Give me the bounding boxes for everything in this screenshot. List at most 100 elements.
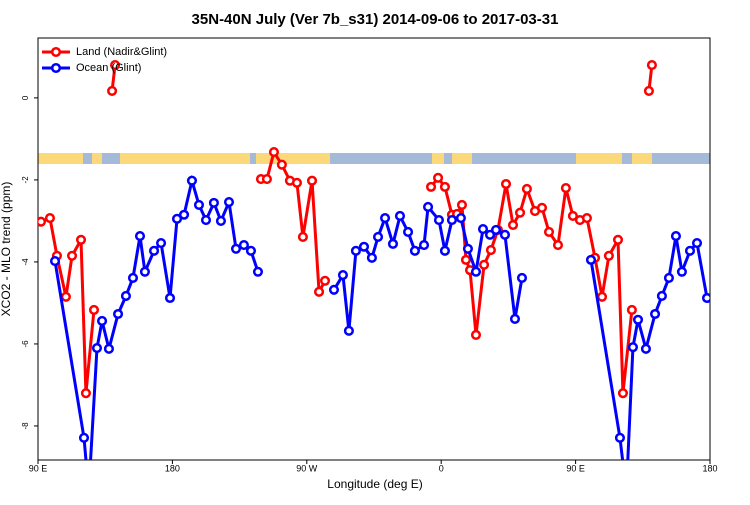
point bbox=[623, 488, 631, 496]
y-axis-label: XCO2 - MLO trend (ppm) bbox=[0, 182, 13, 317]
point bbox=[470, 266, 482, 277]
point bbox=[88, 304, 100, 315]
series-line bbox=[53, 174, 709, 460]
point bbox=[433, 215, 445, 226]
point bbox=[372, 231, 384, 242]
point bbox=[499, 229, 511, 240]
point bbox=[485, 244, 496, 256]
point bbox=[646, 60, 657, 71]
point bbox=[640, 343, 651, 354]
y-tick-label: 0 bbox=[21, 95, 30, 100]
point bbox=[238, 240, 249, 251]
legend-marker bbox=[50, 62, 62, 74]
point bbox=[581, 212, 592, 224]
point bbox=[552, 240, 564, 251]
point bbox=[507, 219, 519, 231]
point bbox=[139, 266, 150, 277]
point bbox=[215, 215, 226, 226]
point bbox=[439, 181, 450, 192]
point bbox=[632, 314, 644, 325]
point bbox=[418, 240, 430, 251]
point bbox=[612, 234, 624, 245]
point bbox=[91, 342, 103, 354]
point bbox=[358, 241, 370, 252]
point bbox=[366, 252, 377, 263]
point bbox=[230, 243, 242, 254]
point bbox=[455, 212, 466, 224]
point bbox=[134, 231, 146, 242]
point bbox=[306, 175, 318, 186]
point bbox=[252, 266, 264, 277]
point bbox=[701, 292, 710, 304]
point bbox=[313, 286, 325, 297]
point bbox=[186, 175, 198, 186]
y-tick-label: -6 bbox=[21, 340, 30, 348]
x-tick-label: 0 bbox=[439, 463, 444, 473]
legend-marker bbox=[50, 46, 62, 58]
point bbox=[627, 342, 638, 353]
x-tick-label: 180 bbox=[165, 463, 180, 473]
point bbox=[208, 197, 219, 208]
point bbox=[439, 245, 450, 256]
point bbox=[78, 432, 90, 443]
point bbox=[560, 183, 571, 194]
plot-frame bbox=[37, 37, 711, 461]
point bbox=[387, 238, 399, 249]
point bbox=[350, 245, 361, 256]
chart-title: 35N-40N July (Ver 7b_s31) 2014-09-06 to … bbox=[192, 11, 559, 28]
point bbox=[596, 291, 608, 302]
point bbox=[156, 238, 167, 249]
point bbox=[245, 245, 256, 256]
point bbox=[490, 224, 502, 235]
point bbox=[178, 209, 190, 220]
point bbox=[200, 215, 212, 226]
point bbox=[691, 238, 703, 249]
point bbox=[107, 85, 118, 96]
point bbox=[110, 60, 121, 71]
point bbox=[543, 226, 555, 238]
x-tick-label: 90 E bbox=[566, 463, 585, 473]
point bbox=[297, 231, 308, 242]
point bbox=[663, 272, 674, 283]
plot-area bbox=[38, 60, 710, 496]
point bbox=[462, 243, 473, 254]
point bbox=[649, 308, 661, 320]
point bbox=[319, 275, 331, 286]
point bbox=[394, 210, 406, 222]
point bbox=[75, 234, 87, 245]
point bbox=[409, 245, 420, 256]
point bbox=[626, 304, 637, 315]
point bbox=[479, 259, 490, 270]
legend-label: Land (Nadir&Glint) bbox=[76, 46, 167, 58]
point bbox=[223, 196, 235, 208]
point bbox=[643, 85, 654, 96]
point bbox=[328, 284, 340, 295]
point bbox=[291, 177, 302, 188]
point bbox=[120, 290, 132, 302]
point bbox=[684, 245, 696, 256]
point bbox=[261, 174, 272, 185]
y-tick-label: -2 bbox=[21, 176, 30, 184]
point bbox=[603, 250, 614, 261]
point bbox=[521, 183, 532, 194]
point bbox=[80, 388, 91, 399]
point bbox=[127, 272, 139, 283]
x-axis-label: Longitude (deg E) bbox=[327, 477, 422, 491]
point bbox=[567, 210, 578, 222]
point bbox=[484, 229, 496, 240]
y-tick-label: -8 bbox=[21, 422, 30, 430]
point bbox=[470, 329, 482, 340]
point bbox=[423, 201, 434, 213]
point bbox=[676, 266, 687, 277]
point bbox=[268, 146, 279, 158]
point bbox=[60, 291, 71, 302]
point bbox=[402, 226, 414, 238]
point bbox=[433, 172, 444, 183]
point bbox=[337, 269, 348, 281]
series-line bbox=[40, 64, 654, 394]
point bbox=[670, 231, 682, 242]
point bbox=[500, 178, 512, 190]
point bbox=[536, 202, 548, 213]
point bbox=[617, 388, 628, 399]
